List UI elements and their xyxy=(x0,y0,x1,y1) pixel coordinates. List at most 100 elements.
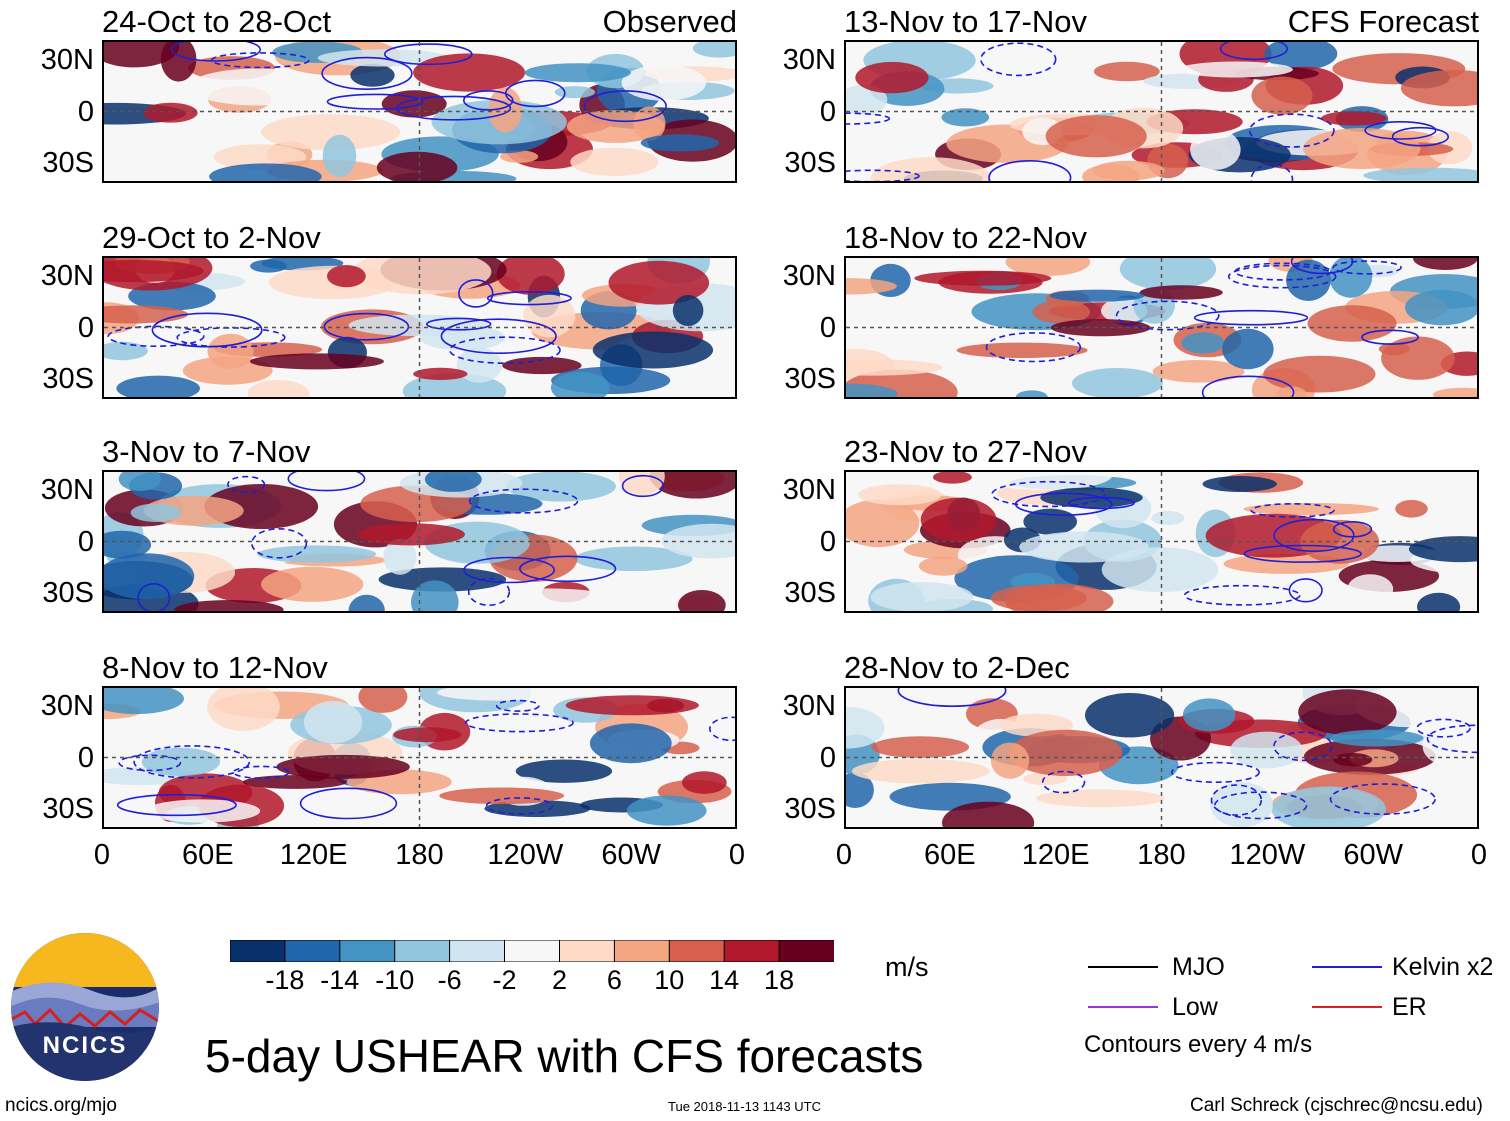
colorbar-swatch xyxy=(723,939,781,963)
panel-title: 24-Oct to 28-Oct xyxy=(102,4,332,39)
shear-anomaly-blob xyxy=(1045,115,1147,158)
shear-anomaly-blob xyxy=(574,546,693,572)
legend-er-label: ER xyxy=(1392,993,1427,1021)
shear-anomaly-blob xyxy=(608,260,710,305)
kelvin-contour xyxy=(151,312,263,348)
kelvin-contour xyxy=(1201,375,1295,397)
x-tick-label: 60E xyxy=(182,839,234,871)
kelvin-contour xyxy=(287,472,366,492)
kelvin-contour xyxy=(383,43,473,66)
panel-title: 28-Nov to 2-Dec xyxy=(844,650,1070,685)
shear-anomaly-blob xyxy=(348,594,385,611)
kelvin-contour xyxy=(1426,724,1477,754)
shear-anomaly-blob xyxy=(1036,789,1165,808)
colorbar-swatch xyxy=(394,939,451,963)
legend-mjo-line xyxy=(1088,966,1158,968)
shear-anomaly-blob xyxy=(626,795,707,826)
panel-title: 29-Oct to 2-Nov xyxy=(102,220,321,255)
shear-anomaly-blob xyxy=(143,102,198,123)
shear-anomaly-blob xyxy=(496,258,565,295)
shear-anomaly-blob xyxy=(570,147,659,177)
kelvin-contour xyxy=(486,290,572,306)
shear-anomaly-blob xyxy=(592,331,714,369)
shear-anomaly-blob xyxy=(1230,731,1303,769)
shear-anomaly-blob xyxy=(1395,500,1428,518)
shear-anomaly-blob xyxy=(500,150,539,163)
shear-anomaly-blob xyxy=(1019,531,1149,563)
shear-anomaly-blob xyxy=(118,472,162,492)
kelvin-contour xyxy=(133,745,251,779)
y-tick-label: 30S xyxy=(784,576,836,609)
x-tick-label: 120E xyxy=(1021,839,1090,871)
kelvin-contour xyxy=(1391,126,1450,147)
colorbar-swatches xyxy=(229,939,835,963)
x-tick-label: 120W xyxy=(487,839,564,871)
shear-anomaly-blob xyxy=(1347,574,1394,605)
kelvin-contour xyxy=(137,583,171,611)
shear-anomaly-blob xyxy=(411,580,459,611)
ncics-logo: NCICS xyxy=(10,932,160,1082)
shear-anomaly-blob xyxy=(502,356,582,375)
shear-anomaly-blob xyxy=(918,556,968,576)
panel-title: 8-Nov to 12-Nov xyxy=(102,650,328,685)
kelvin-contour xyxy=(1248,113,1335,148)
shear-anomaly-blob xyxy=(1181,332,1225,354)
shear-anomaly-blob xyxy=(692,42,735,58)
logo-text: NCICS xyxy=(42,1032,128,1059)
shear-anomaly-blob xyxy=(1182,698,1236,732)
kelvin-contour xyxy=(107,325,205,348)
shear-anomaly-blob xyxy=(672,295,704,326)
colorbar-tick-label: 14 xyxy=(709,965,740,995)
shear-anomaly-blob xyxy=(348,314,489,337)
kelvin-contour xyxy=(1115,300,1220,331)
shear-anomaly-blob xyxy=(621,64,707,101)
kelvin-contour xyxy=(440,318,557,354)
kelvin-contour xyxy=(426,317,492,331)
site-link[interactable]: ncics.org/mjo xyxy=(5,1095,117,1116)
y-tick-label: 30S xyxy=(784,362,836,395)
kelvin-contour xyxy=(583,90,667,123)
shear-anomaly-blob xyxy=(1263,355,1376,393)
shear-anomaly-blob xyxy=(1139,285,1223,300)
kelvin-contour xyxy=(1290,258,1354,275)
shear-anomaly-blob xyxy=(1408,536,1477,563)
shear-anomaly-blob xyxy=(1016,390,1048,397)
shear-field xyxy=(104,258,735,397)
shear-anomaly-blob xyxy=(1286,259,1331,301)
shear-anomaly-blob xyxy=(524,63,631,83)
figure-title: 5-day USHEAR with CFS forecasts xyxy=(205,1030,924,1082)
legend-low-label: Low xyxy=(1172,993,1218,1021)
y-tick-label: 0 xyxy=(77,95,94,128)
kelvin-contour xyxy=(485,797,554,815)
kelvin-contour xyxy=(846,169,920,181)
shear-anomaly-blob xyxy=(1432,387,1477,397)
shear-anomaly-blob xyxy=(1101,547,1219,593)
colorbar-tick-label: -14 xyxy=(320,965,360,995)
kelvin-contour xyxy=(1234,262,1332,281)
shear-anomaly-blob xyxy=(554,86,595,99)
shear-anomaly-blob xyxy=(383,538,417,575)
shear-anomaly-blob xyxy=(1085,693,1175,738)
shear-anomaly-blob xyxy=(116,375,200,397)
kelvin-contour xyxy=(170,42,261,62)
shear-anomaly-blob xyxy=(276,754,410,779)
shear-anomaly-blob xyxy=(188,68,328,106)
kelvin-contour xyxy=(1170,761,1260,783)
shear-anomaly-blob xyxy=(145,799,261,823)
shear-anomaly-blob xyxy=(378,567,507,592)
shear-anomaly-blob xyxy=(104,553,195,600)
shear-anomaly-blob xyxy=(304,700,363,744)
colorbar-swatch xyxy=(229,939,286,963)
shear-anomaly-blob xyxy=(104,259,204,283)
y-tick-label: 0 xyxy=(77,741,94,774)
kelvin-contour xyxy=(396,95,512,121)
shear-anomaly-blob xyxy=(1210,782,1273,827)
units-label: m/s xyxy=(885,952,929,982)
x-tick-label: 0 xyxy=(728,839,746,871)
kelvin-contour xyxy=(1273,518,1355,553)
kelvin-contour xyxy=(1041,770,1086,794)
y-tick-label: 30N xyxy=(40,474,94,507)
y-tick-label: 30N xyxy=(40,690,94,723)
shear-anomaly-blob xyxy=(870,582,974,611)
y-tick-label: 0 xyxy=(819,311,836,344)
